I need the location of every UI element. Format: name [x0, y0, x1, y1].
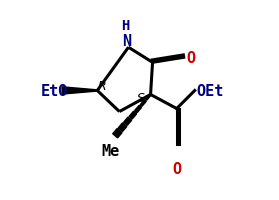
Text: Me: Me: [101, 143, 119, 158]
Text: S: S: [137, 92, 145, 105]
Text: EtO: EtO: [41, 84, 68, 98]
Text: O: O: [172, 161, 181, 176]
Polygon shape: [118, 123, 127, 132]
Polygon shape: [62, 87, 97, 95]
Text: O: O: [186, 51, 195, 65]
Text: H: H: [121, 19, 130, 33]
Polygon shape: [134, 106, 141, 113]
Polygon shape: [140, 100, 146, 107]
Polygon shape: [113, 129, 122, 138]
Text: OEt: OEt: [196, 84, 223, 98]
Text: R: R: [98, 79, 107, 92]
Polygon shape: [146, 94, 151, 101]
Polygon shape: [124, 117, 132, 126]
Polygon shape: [129, 112, 137, 119]
Text: N: N: [122, 34, 131, 48]
